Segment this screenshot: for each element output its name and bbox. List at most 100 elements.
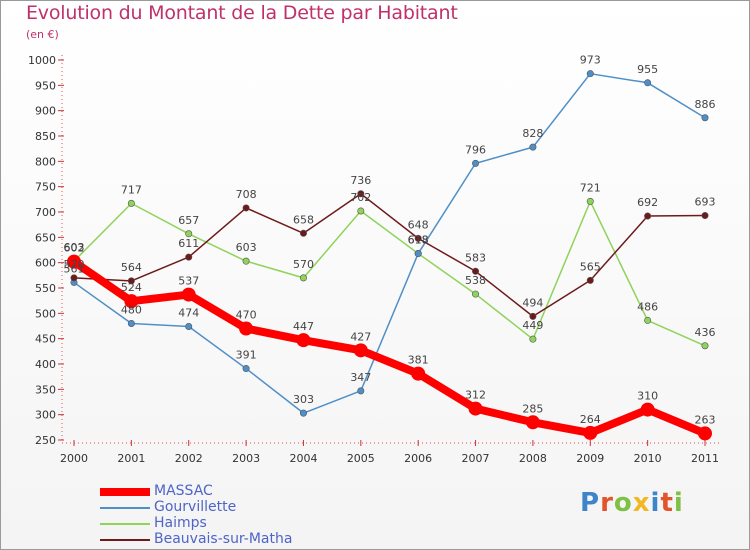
data-label-3: 648 — [408, 218, 429, 231]
data-label-3: 693 — [695, 196, 716, 209]
series-point-2 — [529, 335, 537, 343]
legend-swatch-massac — [100, 488, 150, 496]
series-point-3 — [586, 276, 594, 284]
series-point-0 — [296, 333, 311, 348]
series-point-3 — [70, 274, 78, 282]
series-layer — [67, 70, 712, 441]
data-label-3: 494 — [522, 296, 543, 309]
y-tick-label: 450 — [35, 333, 56, 346]
data-label-1: 480 — [121, 303, 142, 316]
x-tick-label: 2004 — [289, 452, 317, 465]
data-label-3: 583 — [465, 251, 486, 264]
y-tick-label: 700 — [35, 206, 56, 219]
series-point-0 — [239, 321, 254, 336]
data-label-3: 658 — [293, 213, 314, 226]
data-labels-layer: 603 717 657 603 570 702 618 538 449 721 486 436 561 4… — [64, 54, 716, 427]
series-point-1 — [127, 319, 135, 327]
x-tick-label: 2000 — [60, 452, 88, 465]
legend-label-massac: MASSAC — [154, 483, 213, 499]
series-point-3 — [701, 212, 709, 220]
series-point-1 — [472, 159, 480, 167]
x-tick-label: 2010 — [634, 452, 662, 465]
data-label-1: 618 — [408, 234, 429, 247]
data-label-2: 570 — [293, 258, 314, 271]
x-tick-label: 2006 — [404, 452, 432, 465]
legend-swatch-beauvais — [100, 539, 150, 541]
series-point-0 — [67, 254, 81, 269]
data-label-2: 538 — [465, 274, 486, 287]
series-point-2 — [586, 197, 594, 205]
y-tick-label: 500 — [35, 307, 56, 320]
data-label-1: 474 — [178, 307, 199, 320]
x-tick-label: 2005 — [347, 452, 375, 465]
y-tick-label: 550 — [35, 282, 56, 295]
y-tick-label: 650 — [35, 231, 56, 244]
data-label-3: 565 — [580, 260, 601, 273]
series-point-1 — [644, 79, 652, 87]
data-label-1: 391 — [236, 349, 257, 362]
logo-letter: r — [600, 488, 614, 518]
y-tick-label: 400 — [35, 358, 56, 371]
series-point-3 — [127, 277, 135, 285]
series-point-3 — [644, 212, 652, 220]
series-point-2 — [357, 207, 365, 215]
series-line-1 — [73, 72, 706, 414]
logo-letter: i — [673, 488, 684, 518]
y-tick-label: 950 — [35, 79, 56, 92]
data-label-2: 717 — [121, 183, 142, 196]
y-tick-label: 1000 — [28, 54, 56, 67]
y-tick-label: 750 — [35, 181, 56, 194]
data-label-2: 603 — [64, 241, 85, 254]
data-label-2: 702 — [350, 191, 371, 204]
legend-label-beauvais: Beauvais-sur-Matha — [154, 531, 293, 547]
chart-title: Evolution du Montant de la Dette par Hab… — [26, 2, 458, 24]
series-point-1 — [185, 323, 193, 331]
series-point-3 — [414, 234, 422, 242]
series-point-0 — [583, 425, 598, 440]
logo-letter: i — [650, 488, 661, 518]
data-label-3: 708 — [236, 188, 257, 201]
y-tick-label: 300 — [35, 409, 56, 422]
series-point-1 — [586, 70, 594, 78]
data-label-1: 796 — [465, 143, 486, 156]
logo-letter: o — [613, 488, 633, 518]
data-label-0: 264 — [580, 413, 601, 426]
data-label-0: 310 — [637, 390, 658, 403]
data-label-0: 263 — [695, 413, 716, 426]
data-label-1: 347 — [350, 371, 371, 384]
series-point-0 — [124, 294, 139, 309]
series-point-0 — [353, 343, 368, 358]
data-label-2: 618 — [408, 234, 429, 247]
data-label-1: 973 — [580, 54, 601, 67]
y-tick-label: 800 — [35, 155, 56, 168]
logo-letter: x — [632, 488, 651, 518]
series-point-1 — [529, 143, 537, 151]
series-point-3 — [299, 229, 307, 237]
data-label-0: 427 — [350, 330, 371, 343]
data-label-0: 470 — [236, 309, 257, 322]
series-point-0 — [640, 402, 655, 417]
series-line-0 — [71, 258, 707, 438]
series-point-1 — [414, 250, 422, 258]
series-point-0 — [468, 401, 483, 416]
data-label-3: 736 — [350, 174, 371, 187]
series-point-3 — [529, 312, 537, 320]
series-point-0 — [181, 287, 196, 302]
series-point-2 — [185, 230, 193, 238]
y-tick-label: 900 — [35, 105, 56, 118]
series-point-2 — [472, 290, 480, 298]
logo-letter: t — [660, 488, 674, 518]
y-tick-label: 250 — [35, 434, 56, 447]
series-point-2 — [242, 257, 250, 265]
data-label-0: 381 — [408, 354, 429, 367]
series-point-2 — [127, 199, 135, 207]
y-tick-label: 350 — [35, 383, 56, 396]
data-label-3: 564 — [121, 261, 142, 274]
logo-letter: P — [580, 488, 601, 518]
data-label-1: 886 — [695, 98, 716, 111]
data-label-2: 603 — [236, 241, 257, 254]
series-point-1 — [242, 365, 250, 373]
series-point-2 — [701, 342, 709, 350]
x-tick-label: 2011 — [691, 452, 719, 465]
